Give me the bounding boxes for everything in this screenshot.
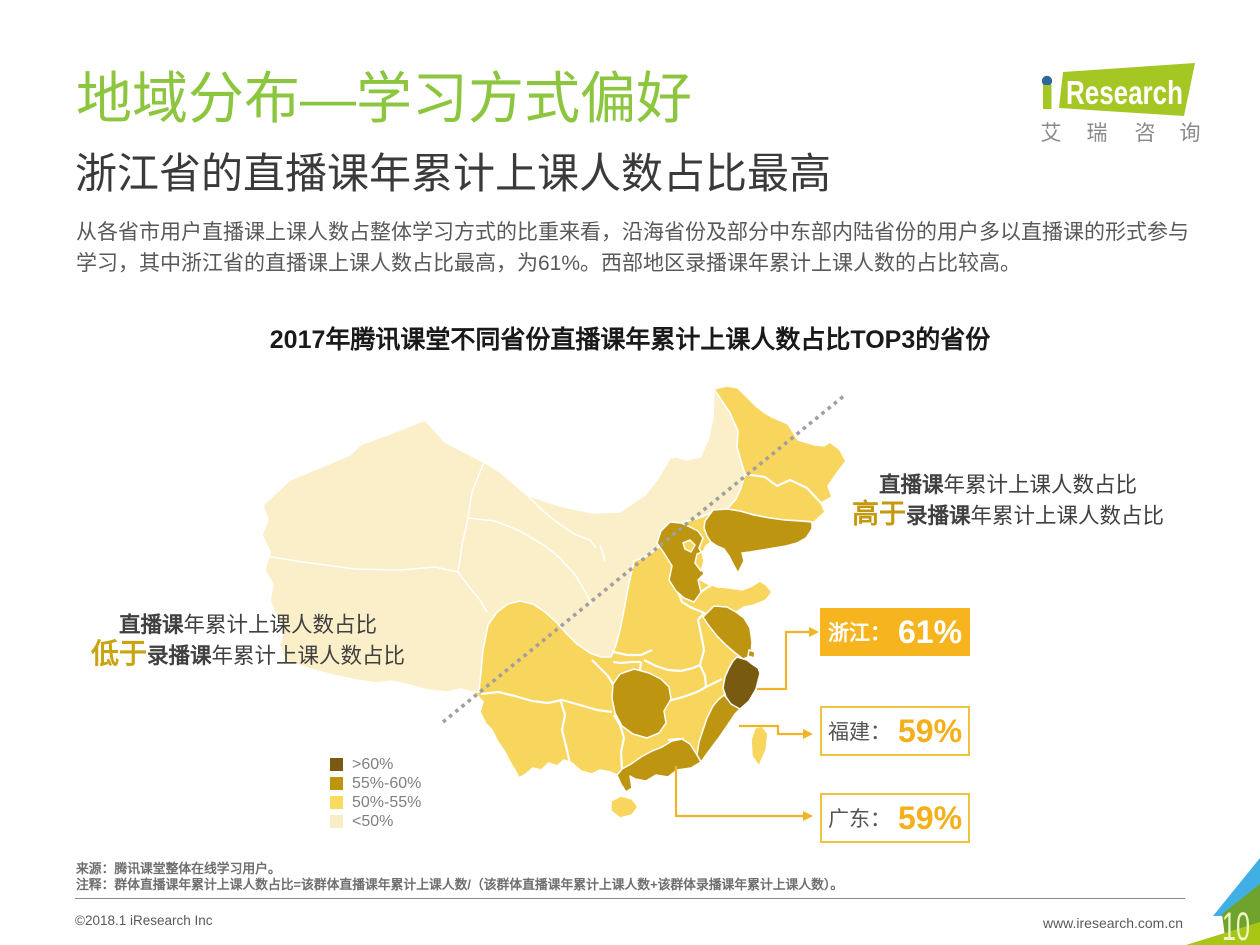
svg-text:咨: 咨 bbox=[1135, 122, 1156, 145]
svg-text:艾: 艾 bbox=[1041, 122, 1062, 145]
svg-text:10: 10 bbox=[1222, 905, 1250, 945]
svg-text:Research: Research bbox=[1066, 74, 1183, 111]
svg-text:询: 询 bbox=[1180, 122, 1201, 145]
svg-text:瑞: 瑞 bbox=[1087, 122, 1108, 145]
